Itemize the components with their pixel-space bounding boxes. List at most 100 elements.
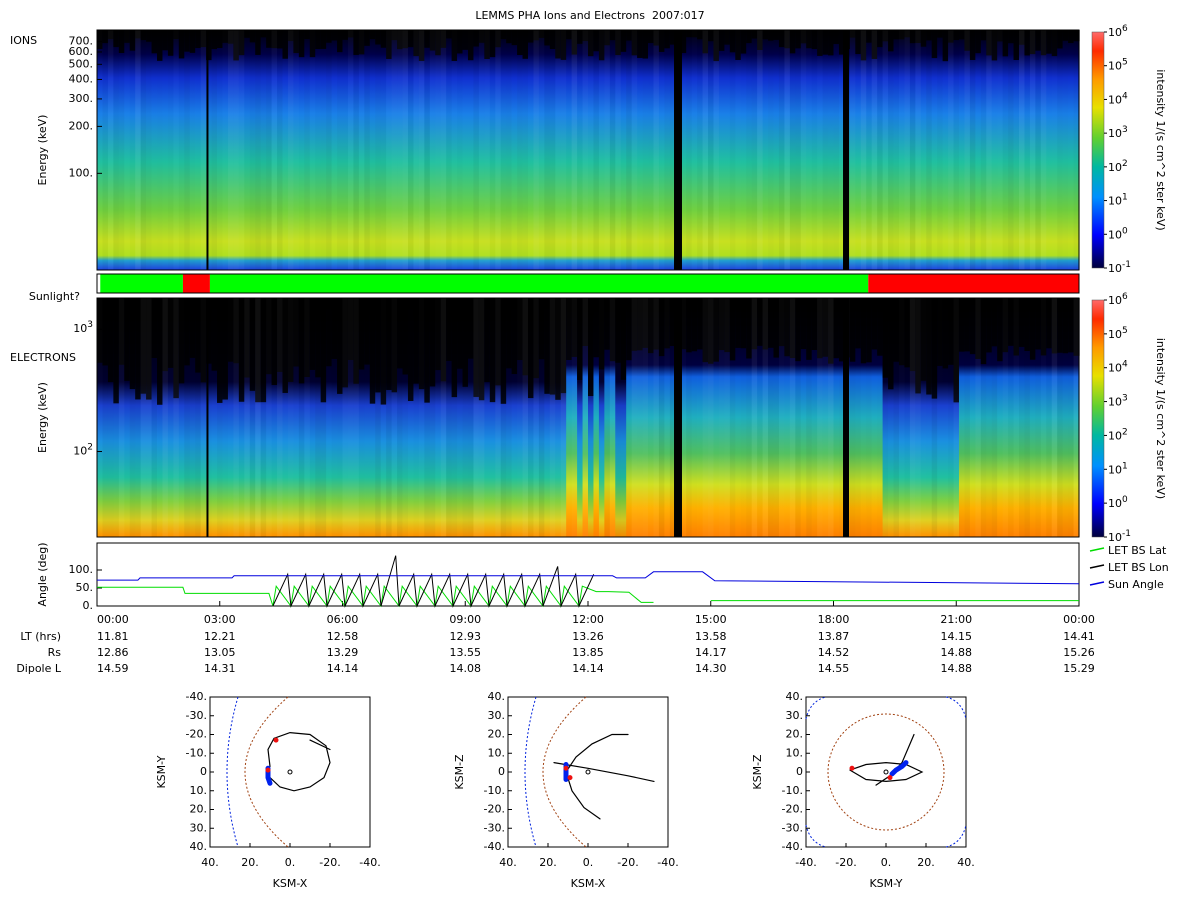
- spectrogram-texture: [321, 30, 327, 270]
- spectrogram-noise: [391, 30, 398, 41]
- spectrogram-texture: [555, 30, 561, 270]
- spectrogram-column: [347, 298, 355, 537]
- spectrogram-noise: [762, 298, 769, 350]
- spectrogram-noise: [653, 298, 660, 350]
- spectrogram-texture: [588, 298, 594, 537]
- spectrogram-texture: [1024, 30, 1030, 270]
- spectrogram-texture: [883, 30, 889, 270]
- spectrogram-column: [768, 30, 775, 270]
- spectrogram-texture: [746, 30, 752, 270]
- spectrogram-texture: [129, 298, 136, 537]
- spectrogram-noise: [118, 30, 125, 53]
- spectrogram-noise: [418, 30, 425, 61]
- x-tick-label: -40.: [359, 856, 380, 869]
- spectrogram-noise: [986, 30, 993, 56]
- spectrogram-texture: [157, 298, 163, 537]
- colorbar-tick-label: 100: [1108, 226, 1128, 242]
- spectrogram-noise: [931, 30, 938, 59]
- spectrogram-noise: [1018, 298, 1026, 347]
- y-tick-label: -30.: [186, 709, 207, 722]
- y-tick-label: -10.: [782, 784, 803, 797]
- spectrogram-noise: [855, 298, 862, 349]
- spectrogram-column: [997, 298, 1004, 537]
- spectrogram-column: [669, 298, 676, 537]
- spectrogram-column: [598, 298, 605, 537]
- colorbar-tick-label: 103: [1108, 125, 1128, 141]
- spectrogram-texture: [692, 298, 698, 537]
- orbit-marker: [849, 765, 855, 771]
- spectrogram-column: [375, 298, 382, 537]
- figure-title: LEMMS PHA Ions and Electrons 2007:017: [475, 9, 704, 22]
- series-line: [272, 555, 595, 608]
- spectrogram-column: [397, 30, 404, 270]
- spectrogram-noise: [189, 298, 196, 358]
- spectrogram-column: [402, 298, 409, 537]
- spectrogram-column: [495, 298, 502, 537]
- spectrogram-noise: [626, 30, 633, 41]
- spectrogram-noise: [577, 30, 584, 44]
- spectrogram-column: [233, 30, 240, 270]
- spectrogram-column: [195, 298, 202, 537]
- spectrogram-column: [271, 30, 278, 270]
- spectrogram-column: [958, 30, 966, 270]
- y-tick-label: 0.: [83, 599, 94, 612]
- spectrogram-texture: [544, 298, 550, 537]
- spectrogram-texture: [239, 30, 245, 270]
- spectrogram-texture: [724, 298, 730, 537]
- x-tick-label-base: 40.: [499, 856, 517, 869]
- spectrogram-texture: [1003, 298, 1009, 537]
- spectrogram-texture: [1029, 30, 1036, 270]
- y-tick-label-base: -20.: [782, 803, 803, 816]
- ephemeris-value: 13.58: [695, 630, 727, 643]
- x-tick-label-base: 0.: [583, 856, 594, 869]
- spectrogram-column: [522, 298, 529, 537]
- spectrogram-noise: [724, 30, 731, 45]
- spectrogram-noise: [937, 298, 944, 366]
- spectrogram-noise: [604, 298, 611, 350]
- spectrogram-column: [691, 30, 698, 270]
- spectrogram-noise: [473, 298, 480, 397]
- spectrogram-column: [566, 30, 573, 270]
- spectrogram-texture: [402, 30, 409, 270]
- spectrogram-column: [904, 298, 911, 537]
- spectrogram-noise: [402, 298, 409, 375]
- spectrogram-noise: [997, 30, 1004, 42]
- spectrogram-texture: [555, 298, 561, 537]
- spectrogram-noise: [326, 298, 333, 367]
- spectrogram-noise: [642, 298, 649, 348]
- y-tick-label: 10.: [786, 746, 804, 759]
- spectrogram-column: [740, 30, 747, 270]
- spectrogram-column: [631, 30, 638, 270]
- spectrogram-column: [1018, 298, 1026, 537]
- spectrogram-noise: [626, 298, 633, 361]
- colorbar-tick-label-exp: 1: [1122, 192, 1128, 202]
- spectrogram-texture: [102, 298, 108, 537]
- state-segment: [182, 274, 210, 293]
- spectrogram-noise: [500, 298, 507, 404]
- spectrogram-column: [162, 298, 169, 537]
- spectrogram-texture: [370, 298, 376, 537]
- spectrogram-column: [571, 30, 578, 270]
- ephemeris-value: 14.88: [941, 646, 973, 659]
- spectrogram-noise: [113, 30, 120, 48]
- spectrogram-noise: [200, 30, 207, 48]
- ephemeris-value: 14.08: [450, 662, 482, 675]
- spectrogram-column: [926, 298, 933, 537]
- spectrogram-column: [457, 298, 464, 537]
- magnetopause: [827, 713, 945, 831]
- spectrogram-noise: [751, 30, 758, 39]
- spectrogram-texture: [1035, 298, 1041, 537]
- spectrogram-noise: [189, 30, 196, 53]
- spectrogram-column: [184, 30, 191, 270]
- spectrogram-column: [838, 298, 846, 537]
- spectrogram-column: [855, 298, 862, 537]
- spectrogram-texture: [975, 30, 981, 270]
- spectrogram-column: [282, 298, 289, 537]
- spectrogram-texture: [981, 30, 987, 270]
- spectrogram-noise: [211, 298, 218, 371]
- spectrogram-texture: [440, 30, 447, 270]
- spectrogram-noise: [1073, 298, 1080, 356]
- spectrogram-noise: [1002, 298, 1009, 353]
- spectrogram-column: [217, 298, 224, 537]
- spectrogram-column: [757, 298, 764, 537]
